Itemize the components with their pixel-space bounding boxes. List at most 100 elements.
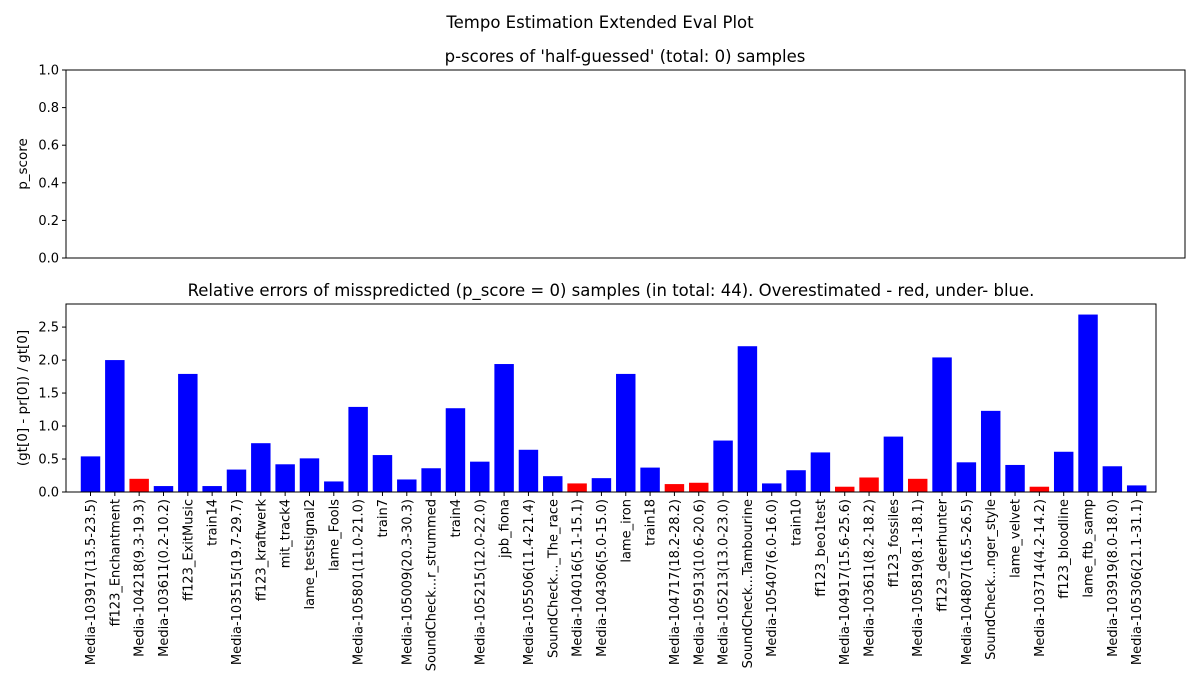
x-tick-label: lame_Fools bbox=[327, 499, 342, 571]
bar bbox=[178, 373, 198, 492]
x-tick-label: Media-105913(10.6-20.6) bbox=[692, 499, 707, 665]
x-tick-label: Media-105819(8.1-18.1) bbox=[911, 499, 926, 657]
x-tick-label: SoundCheck...r_strummed bbox=[425, 499, 440, 671]
x-tick-label: Media-105801(11.0-21.0) bbox=[352, 499, 367, 665]
bottom-y-axis: 0.0 0.5 1.0 1.5 2.0 2.5 bbox=[38, 321, 66, 501]
bar bbox=[835, 486, 855, 492]
bar bbox=[1005, 464, 1025, 492]
bar bbox=[129, 478, 149, 492]
bar bbox=[1053, 451, 1074, 492]
bar bbox=[907, 478, 928, 492]
bar bbox=[883, 436, 904, 492]
bar bbox=[664, 484, 685, 492]
bar bbox=[1102, 466, 1123, 492]
x-tick-label: ff123_beo1test bbox=[814, 499, 829, 597]
bar bbox=[591, 478, 612, 492]
bar bbox=[567, 483, 587, 492]
x-tick-label: Media-104717(18.2-28.2) bbox=[668, 499, 683, 665]
bar bbox=[372, 455, 393, 492]
bar bbox=[518, 449, 539, 492]
top-plot-title: p-scores of 'half-guessed' (total: 0) sa… bbox=[445, 47, 806, 66]
bar bbox=[105, 360, 125, 492]
relative-error-plot: Relative errors of misspredicted (p_scor… bbox=[15, 281, 1157, 671]
bar bbox=[226, 469, 247, 492]
x-tick-label: Media-104016(5.1-15.1) bbox=[571, 499, 586, 657]
bar bbox=[348, 406, 368, 492]
top-y-axis-label: p_score bbox=[15, 138, 31, 190]
top-y-tick-label: 0.6 bbox=[38, 139, 59, 154]
x-tick-label: SoundCheck...nger_style bbox=[984, 499, 999, 660]
bar bbox=[737, 346, 758, 492]
bar bbox=[859, 477, 879, 492]
bar bbox=[421, 468, 441, 492]
x-tick-label: Media-103515(19.7-29.7) bbox=[230, 499, 245, 665]
x-tick-label: SoundCheck...Tambourine bbox=[741, 499, 756, 668]
bar bbox=[1029, 486, 1050, 492]
x-axis-tick-labels: Media-103917(13.5-23.5) ff123_Enchantment… bbox=[84, 492, 1145, 671]
x-tick-label: train18 bbox=[644, 499, 659, 546]
top-y-tick-label: 0.8 bbox=[38, 101, 59, 116]
x-tick-label: mit_track4 bbox=[279, 499, 294, 568]
bar bbox=[1126, 485, 1147, 492]
bar bbox=[251, 443, 271, 492]
bottom-y-tick-label: 1.0 bbox=[38, 420, 59, 435]
top-plot-frame bbox=[65, 69, 1186, 259]
top-y-axis: 0.0 0.2 0.4 0.6 0.8 1.0 bbox=[38, 64, 66, 267]
x-tick-label: Media-103714(4.2-14.2) bbox=[1033, 499, 1048, 657]
x-tick-label: SoundCheck..._The_race bbox=[546, 499, 561, 658]
bar bbox=[275, 464, 295, 492]
x-tick-label: ff123_bloodline bbox=[1057, 499, 1072, 599]
bar bbox=[1078, 314, 1098, 492]
x-tick-label: train10 bbox=[790, 499, 805, 546]
x-tick-label: Media-105306(21.1-31.1) bbox=[1130, 499, 1145, 665]
x-tick-label: Media-105009(20.3-30.3) bbox=[400, 499, 415, 665]
x-tick-label: Media-103611(0.2-10.2) bbox=[157, 499, 172, 657]
figure-title: Tempo Estimation Extended Eval Plot bbox=[445, 13, 754, 32]
top-y-tick-label: 0.0 bbox=[38, 252, 59, 267]
x-tick-label: Media-105215(12.0-22.0) bbox=[473, 499, 488, 665]
bar bbox=[470, 461, 490, 492]
bar bbox=[153, 486, 174, 492]
p-score-plot: p-scores of 'half-guessed' (total: 0) sa… bbox=[15, 47, 1186, 267]
bar bbox=[445, 408, 466, 492]
x-tick-label: lame_iron bbox=[619, 499, 634, 563]
bar bbox=[689, 482, 709, 492]
x-tick-label: train4 bbox=[449, 499, 464, 538]
x-tick-label: ff123_deerhunter bbox=[936, 498, 951, 611]
bar bbox=[980, 410, 1001, 492]
bar bbox=[299, 458, 320, 492]
x-tick-label: lame_testsignal2 bbox=[303, 499, 318, 609]
x-tick-label: jpb_fiona bbox=[498, 499, 513, 559]
x-tick-label: Media-104306(5.0-15.0) bbox=[595, 499, 610, 657]
top-y-tick-label: 0.4 bbox=[38, 176, 59, 191]
x-tick-label: train7 bbox=[376, 499, 391, 538]
x-tick-label: lame_ftb_samp bbox=[1082, 499, 1097, 598]
x-tick-label: Media-105213(13.0-23.0) bbox=[717, 499, 732, 665]
x-tick-label: Media-105506(11.4-21.4) bbox=[522, 499, 537, 665]
bar bbox=[202, 486, 222, 492]
bottom-plot-frame bbox=[65, 303, 1157, 493]
bar bbox=[810, 452, 831, 492]
bar bbox=[956, 462, 977, 492]
x-tick-label: train14 bbox=[206, 499, 221, 546]
x-tick-label: Media-104917(15.6-25.6) bbox=[838, 499, 853, 665]
bar bbox=[397, 479, 417, 492]
x-tick-label: ff123_fossiles bbox=[887, 499, 902, 588]
bar bbox=[786, 470, 806, 492]
x-tick-label: lame_velvet bbox=[1009, 499, 1024, 578]
bottom-y-tick-label: 1.5 bbox=[38, 387, 59, 402]
x-tick-label: ff123_ExitMusic bbox=[181, 499, 196, 601]
bottom-y-tick-label: 0.0 bbox=[38, 486, 59, 501]
bar bbox=[713, 440, 733, 492]
x-tick-label: Media-103611(8.2-18.2) bbox=[863, 499, 878, 657]
bar bbox=[80, 456, 101, 492]
x-tick-label: Media-105407(6.0-16.0) bbox=[765, 499, 780, 657]
bottom-y-axis-label: (gt[0] - pr[0]) / gt[0] bbox=[15, 330, 31, 466]
bar bbox=[324, 481, 344, 492]
x-tick-label: Media-103917(13.5-23.5) bbox=[84, 499, 99, 665]
top-y-tick-label: 0.2 bbox=[38, 214, 59, 229]
bar bbox=[762, 483, 782, 492]
x-tick-label: ff123_kraftwerk bbox=[254, 499, 269, 602]
bar bbox=[640, 467, 660, 492]
top-y-tick-label: 1.0 bbox=[38, 64, 59, 79]
